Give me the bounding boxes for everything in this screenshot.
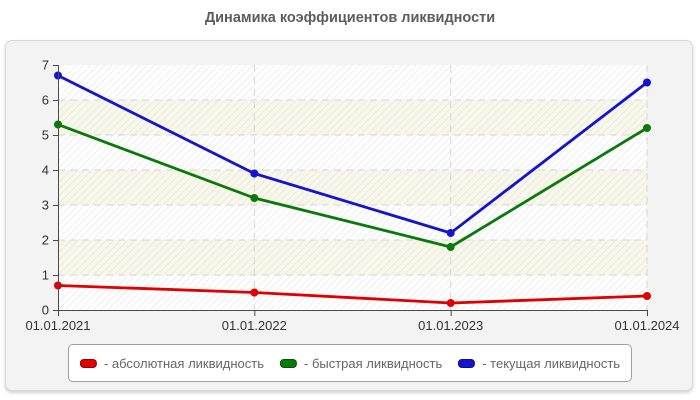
legend-label: - текущая ликвидность: [482, 355, 621, 371]
legend-item-current-liquidity: - текущая ликвидность: [458, 356, 620, 371]
legend-label: - быстрая ликвидность: [304, 355, 443, 371]
blue-series-swatch-icon: [458, 358, 476, 368]
chart-title: Динамика коэффициентов ликвидности: [204, 10, 496, 26]
legend: - абсолютная ликвидность - быстрая ликви…: [67, 344, 633, 382]
green-series-swatch-icon: [280, 358, 297, 368]
legend-label: - абсолютная ликвидность: [103, 355, 264, 371]
legend-item-quick-liquidity: - быстрая ликвидность: [280, 356, 442, 371]
red-series-swatch-icon: [79, 358, 97, 368]
chart-panel: [5, 40, 693, 391]
legend-item-absolute-liquidity: - абсолютная ликвидность: [79, 355, 264, 371]
